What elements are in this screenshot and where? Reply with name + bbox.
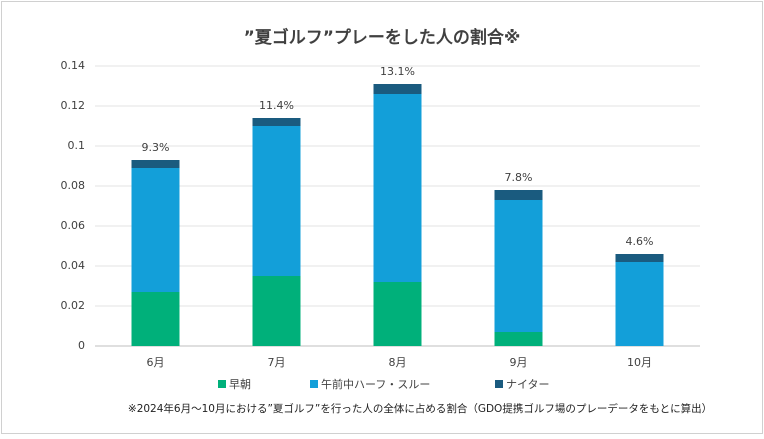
legend-swatch — [495, 380, 503, 388]
legend-label: 午前中ハーフ・スルー — [321, 377, 430, 391]
y-tick-label: 0.12 — [61, 99, 86, 112]
chart-title: ”夏ゴルフ”プレーをした人の割合※ — [244, 27, 521, 48]
bar-segment — [373, 94, 422, 282]
x-tick-label: 8月 — [389, 356, 407, 369]
bar-segment — [252, 276, 301, 346]
bar-segment — [494, 200, 543, 332]
total-label: 11.4% — [259, 99, 294, 112]
footnote: ※2024年6月～10月における”夏ゴルフ”を行った人の全体に占める割合（GDO… — [128, 402, 712, 415]
bar-segment — [494, 190, 543, 200]
legend-swatch — [218, 380, 226, 388]
y-tick-label: 0.14 — [61, 59, 86, 72]
y-tick-label: 0.1 — [68, 139, 86, 152]
total-label: 7.8% — [505, 171, 533, 184]
x-tick-label: 7月 — [268, 356, 286, 369]
total-label: 9.3% — [142, 141, 170, 154]
legend-label: 早朝 — [229, 378, 251, 391]
bar-segment — [373, 84, 422, 94]
bar-segment — [131, 160, 180, 168]
bar-segment — [131, 168, 180, 292]
y-tick-label: 0.02 — [61, 299, 86, 312]
y-tick-label: 0.06 — [61, 219, 86, 232]
bar-segment — [615, 254, 664, 262]
bar-segment — [615, 262, 664, 346]
bar-segment — [494, 332, 543, 346]
x-tick-label: 9月 — [510, 356, 528, 369]
bar-segment — [131, 292, 180, 346]
total-label: 13.1% — [380, 65, 415, 78]
legend-swatch — [310, 380, 318, 388]
legend-label: ナイター — [506, 378, 550, 391]
y-tick-label: 0 — [78, 339, 85, 352]
bar-segment — [373, 282, 422, 346]
y-tick-label: 0.08 — [61, 179, 86, 192]
x-tick-label: 6月 — [147, 356, 165, 369]
bar-segment — [252, 126, 301, 276]
x-tick-label: 10月 — [627, 356, 652, 369]
total-label: 4.6% — [626, 235, 654, 248]
bar-segment — [252, 118, 301, 126]
y-tick-label: 0.04 — [61, 259, 86, 272]
